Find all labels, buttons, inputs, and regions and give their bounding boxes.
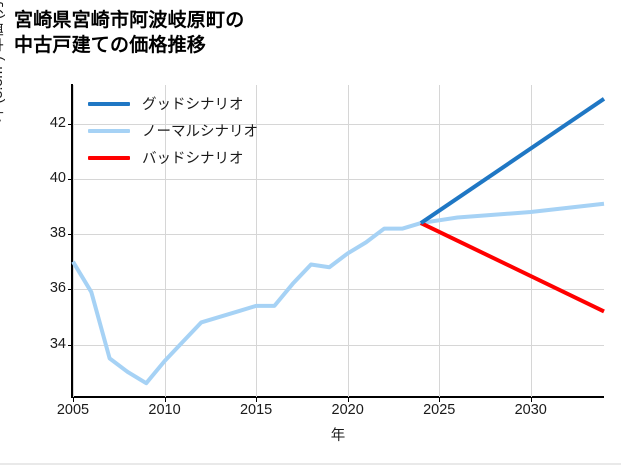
y-axis-spine — [71, 84, 73, 398]
chart-legend: グッドシナリオ ノーマルシナリオ バッドシナリオ — [88, 90, 258, 171]
y-tick-mark — [68, 123, 72, 125]
x-tick-mark — [347, 398, 349, 402]
gridline-vertical — [73, 85, 74, 397]
y-tick-label: 34 — [49, 335, 66, 352]
plot-area — [71, 85, 606, 397]
legend-item[interactable]: ノーマルシナリオ — [88, 117, 258, 144]
y-axis-label: 坪 (3.3m2) 単価 (万円) — [0, 0, 6, 122]
gridline-horizontal — [73, 289, 604, 291]
x-tick-label: 2025 — [423, 402, 456, 418]
gridline-horizontal — [73, 344, 604, 346]
legend-item[interactable]: グッドシナリオ — [88, 90, 258, 117]
gridline-vertical — [256, 85, 258, 397]
series-line — [419, 97, 606, 225]
x-axis-label: 年 — [330, 428, 346, 444]
gridline-vertical — [439, 85, 441, 397]
y-tick-mark — [68, 178, 72, 180]
gridline-vertical — [530, 85, 532, 397]
y-tick-mark — [68, 344, 72, 346]
legend-item[interactable]: バッドシナリオ — [88, 144, 258, 171]
x-axis-spine — [71, 396, 604, 398]
legend-label: バッドシナリオ — [142, 151, 244, 167]
chart-title: 宮崎県宮崎市阿波岐原町の 中古戸建ての価格推移 — [14, 10, 245, 57]
gridline-horizontal — [73, 234, 604, 236]
x-tick-label: 2010 — [148, 402, 181, 418]
legend-label: ノーマルシナリオ — [142, 124, 258, 140]
y-tick-label: 42 — [49, 114, 66, 131]
y-tick-mark — [68, 289, 72, 291]
x-tick-mark — [256, 398, 258, 402]
x-tick-mark — [73, 398, 74, 402]
x-tick-mark — [530, 398, 532, 402]
gridline-horizontal — [73, 178, 604, 180]
x-tick-label: 2005 — [56, 402, 90, 418]
y-tick-mark — [68, 234, 72, 236]
x-tick-mark — [164, 398, 166, 402]
gridline-horizontal — [73, 123, 604, 125]
legend-swatch-icon — [88, 128, 130, 133]
data-series-layer — [71, 97, 606, 386]
x-tick-label: 2015 — [239, 402, 273, 418]
x-tick-mark — [439, 398, 441, 402]
legend-label: グッドシナリオ — [142, 97, 244, 113]
series-line — [71, 201, 605, 386]
x-tick-label: 2020 — [331, 402, 364, 418]
legend-swatch-icon — [88, 155, 130, 160]
legend-swatch-icon — [88, 101, 130, 106]
gridline-vertical — [347, 85, 349, 397]
y-tick-label: 36 — [49, 280, 66, 297]
gridline-vertical — [164, 85, 166, 397]
x-tick-label: 2030 — [514, 402, 547, 418]
y-tick-label: 40 — [49, 169, 66, 186]
y-tick-label: 38 — [49, 225, 66, 242]
series-line — [420, 221, 605, 314]
